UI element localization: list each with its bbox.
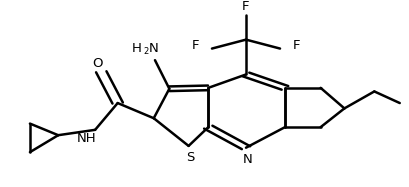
Text: F: F [191, 39, 199, 52]
Text: S: S [186, 151, 194, 164]
Text: F: F [242, 0, 249, 13]
Text: F: F [292, 39, 299, 52]
Text: NH: NH [76, 132, 96, 145]
Text: N: N [243, 153, 252, 166]
Text: O: O [92, 57, 102, 70]
Text: 2: 2 [143, 47, 148, 56]
Text: N: N [148, 42, 158, 55]
Text: H: H [131, 42, 141, 55]
